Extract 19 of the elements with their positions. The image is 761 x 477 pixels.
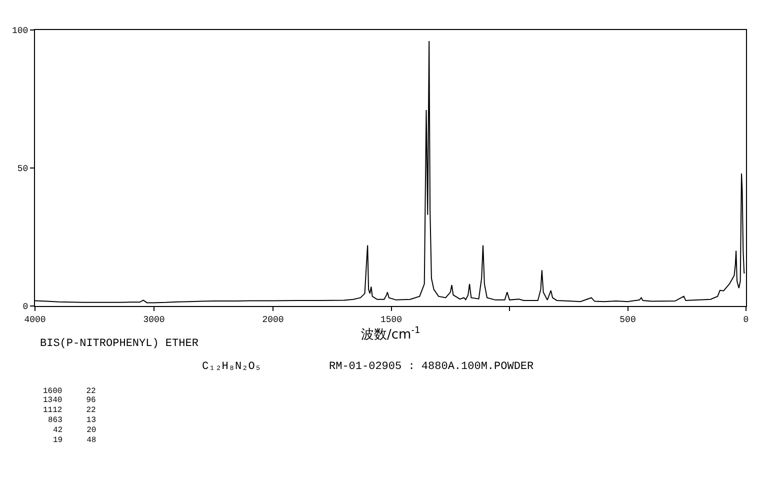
x-axis-title: 波数/cm$^{-1}$ <box>361 326 420 342</box>
text: 1112 22 <box>43 406 96 415</box>
x-tick-label: 1500 <box>380 314 402 325</box>
text: 1600 22 <box>43 387 96 396</box>
x-tick-label: 500 <box>620 314 636 325</box>
text: 1340 96 <box>43 396 96 405</box>
x-tick-label: 0 <box>743 314 749 325</box>
x-tick-label: 3000 <box>143 314 165 325</box>
x-tick-label: 4000 <box>24 314 46 325</box>
y-tick-label: 0 <box>22 302 28 312</box>
text: 42 20 <box>53 426 96 435</box>
text: 19 48 <box>53 436 96 445</box>
y-tick-label: 100 <box>12 26 28 36</box>
text: C₁₂H₈N₂O₅ <box>202 361 262 373</box>
x-tick-label: 2000 <box>262 314 284 325</box>
y-tick-label: 50 <box>17 164 28 174</box>
text: RM-01-02905 : 4880A.100M.POWDER <box>329 361 534 373</box>
text: BIS(P-NITROPHENYL) ETHER <box>40 338 199 350</box>
text: 863 13 <box>48 416 96 425</box>
